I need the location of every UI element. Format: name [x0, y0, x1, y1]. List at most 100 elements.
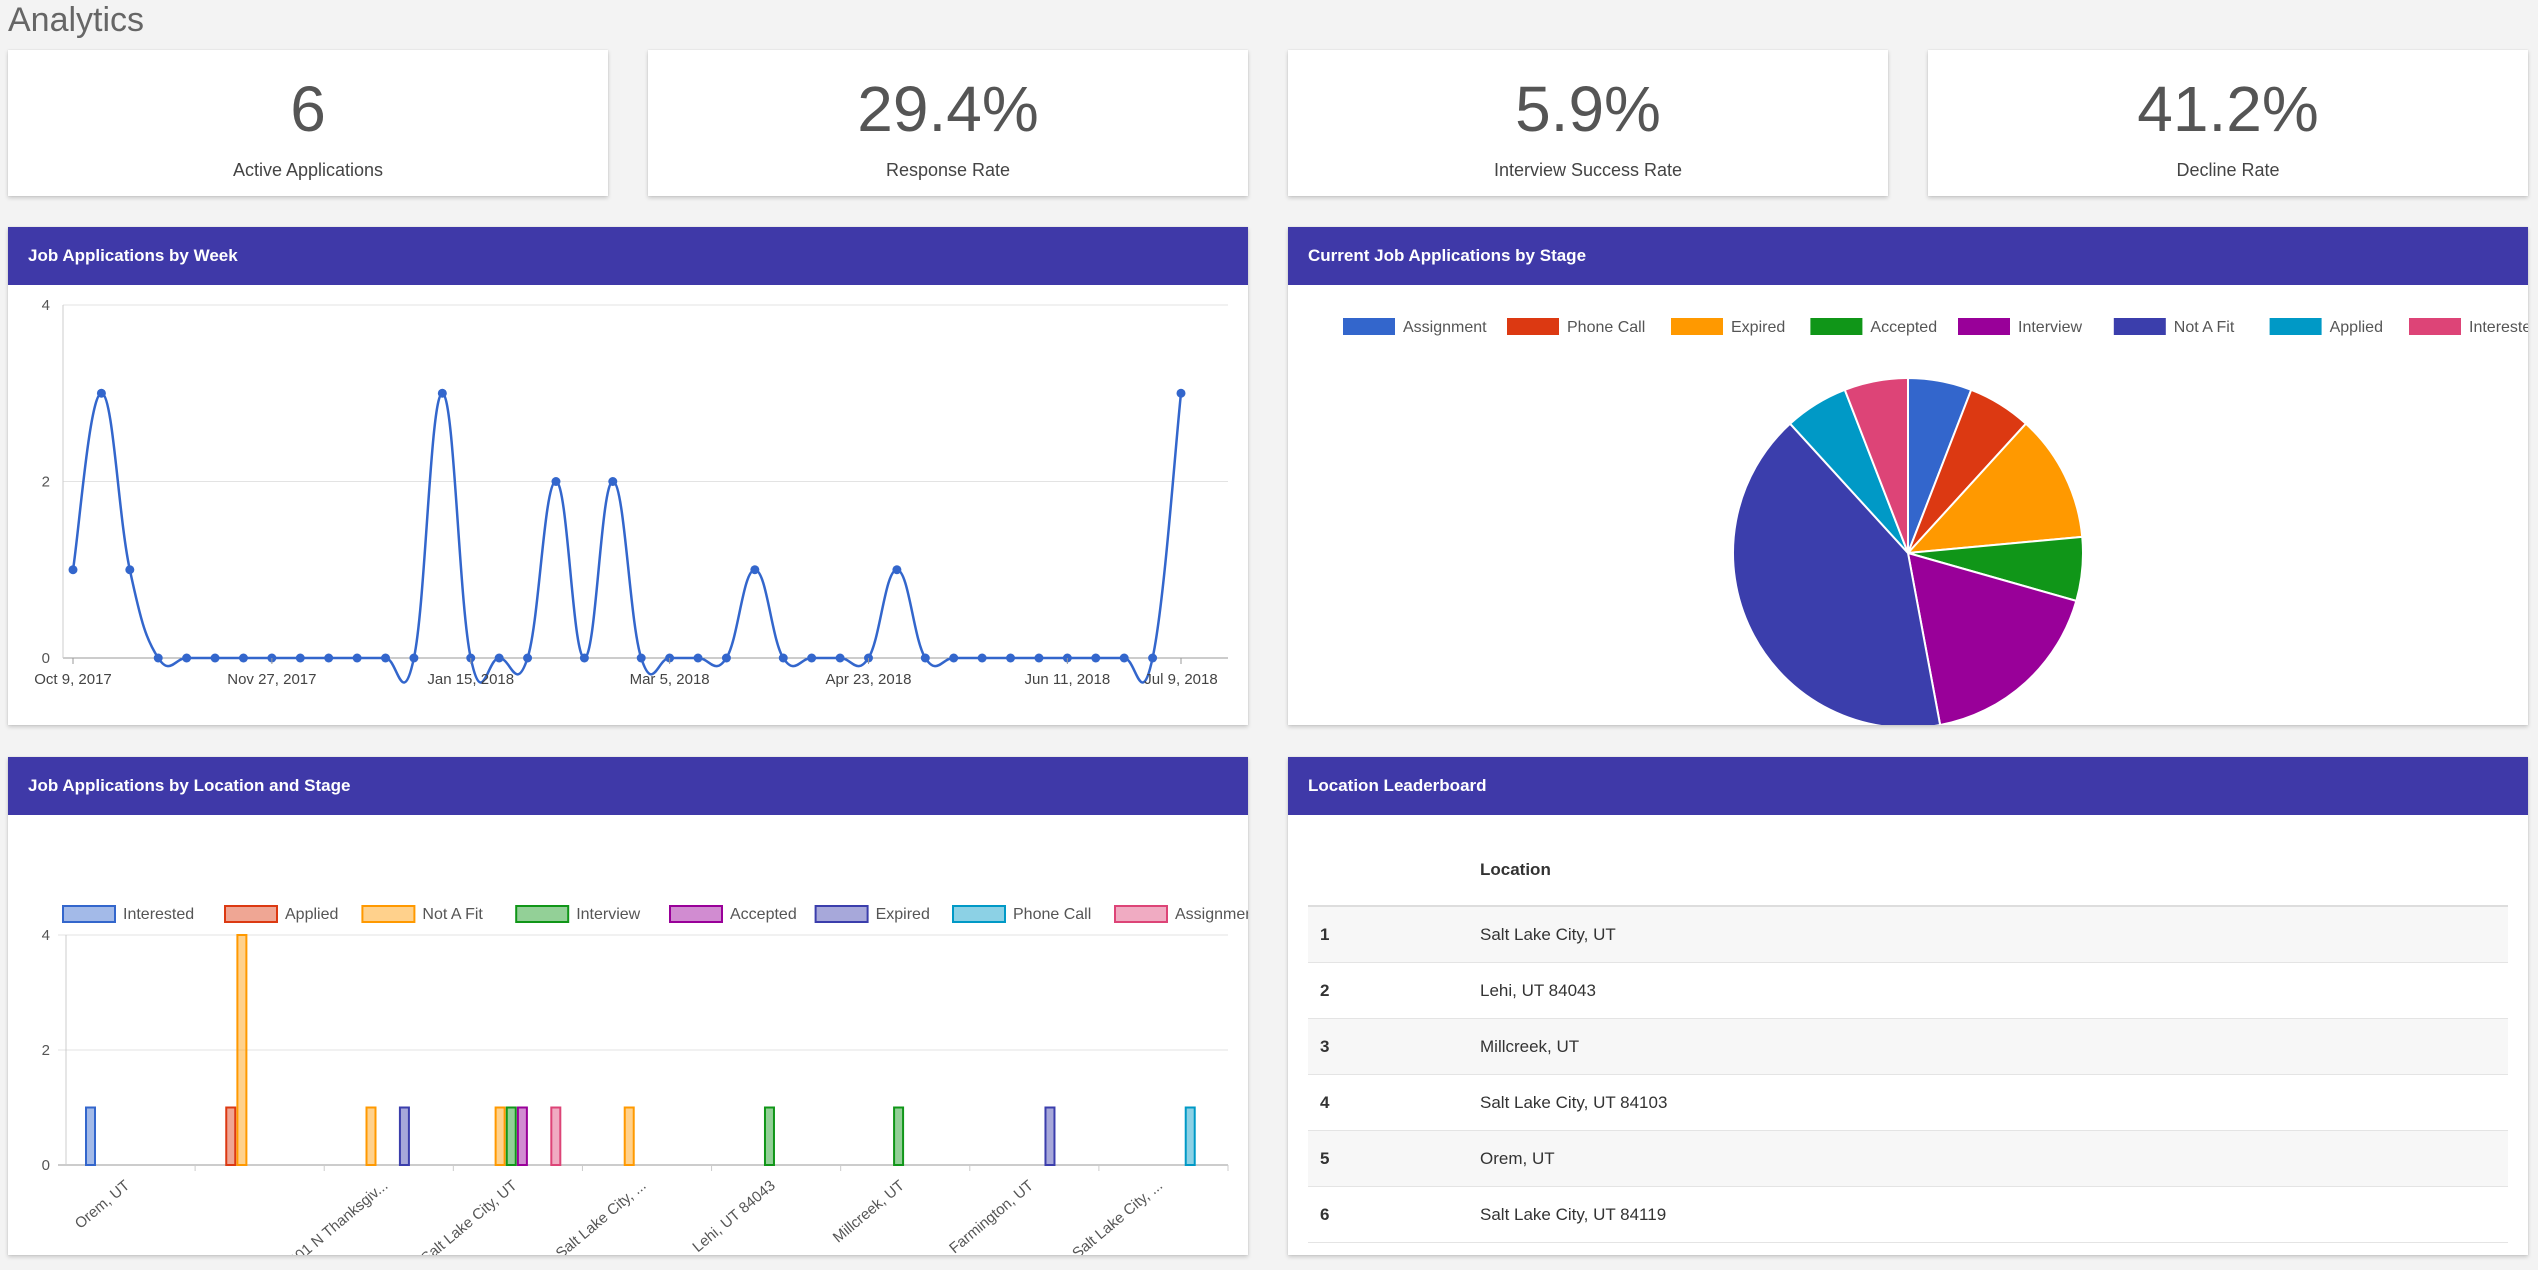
legend-label: Accepted	[1870, 319, 1937, 336]
legend-label: Applied	[2330, 319, 2383, 336]
legend-item: Interested	[2409, 318, 2538, 336]
legend-item: Expired	[1671, 318, 1785, 336]
data-point	[1034, 653, 1044, 663]
y-tick-label: 2	[42, 1042, 50, 1059]
stage-applications-card: Current Job Applications by Stage Assign…	[1288, 227, 2538, 729]
data-point	[437, 388, 447, 398]
data-point	[693, 653, 703, 663]
data-point	[579, 653, 589, 663]
legend-swatch	[515, 905, 570, 923]
data-point	[68, 565, 78, 575]
rank-cell: 1	[1308, 906, 1479, 963]
legend-swatch	[1507, 318, 1559, 335]
data-point	[125, 565, 135, 575]
data-point	[721, 653, 731, 663]
y-tick-label: 4	[42, 297, 50, 314]
data-point	[1119, 653, 1129, 663]
data-point	[608, 477, 618, 486]
legend-label: Expired	[1731, 319, 1785, 336]
legend-swatch	[1343, 318, 1395, 335]
x-tick-label: Mar 5, 2018	[630, 671, 710, 688]
data-point	[835, 653, 845, 663]
location-leaderboard-card: Location Leaderboard Location 1 Salt Lak…	[1288, 757, 2528, 1255]
bar	[85, 1106, 96, 1166]
pie-slice	[1843, 376, 1909, 554]
legend-item: Not A Fit	[361, 905, 483, 923]
kpi-card-decline-rate: 41.2% Decline Rate	[1928, 50, 2528, 196]
x-tick-label: Salt Lake City, UT	[418, 1177, 521, 1255]
pie-slice	[1905, 422, 2084, 555]
stage-pie-chart: Assignment Phone Call Expired Accepted Inter…	[1343, 318, 2538, 729]
data-point	[636, 653, 646, 663]
legend-item: Accepted	[669, 905, 797, 923]
legend-item: Phone Call	[1507, 318, 1645, 336]
legend-label: Accepted	[730, 906, 797, 923]
legend-label: Assignment	[1403, 319, 1487, 336]
kpi-label: Decline Rate	[2176, 160, 2280, 180]
data-point	[381, 653, 391, 663]
bar	[763, 1106, 775, 1166]
legend-item: Interview	[515, 905, 641, 923]
kpi-label: Interview Success Rate	[1493, 160, 1683, 180]
legend-swatch	[669, 905, 723, 923]
data-point	[523, 653, 533, 663]
rank-cell: 6	[1308, 1186, 1479, 1243]
table-row: 5 Orem, UT	[1308, 1130, 2508, 1187]
legend-swatch	[361, 905, 416, 923]
leaderboard-table: Location 1 Salt Lake City, UT 2 Lehi, UT…	[1308, 835, 2508, 1243]
bar	[236, 934, 248, 1166]
legend-item: Phone Call	[952, 905, 1091, 923]
legend-swatch	[1671, 318, 1723, 335]
legend-swatch	[1810, 318, 1863, 335]
legend-swatch	[952, 905, 1006, 923]
location-stage-bar-chart: Interested Applied Not A Fit Interview Accep…	[42, 905, 1259, 1270]
rank-cell: 5	[1308, 1130, 1479, 1187]
pie-legend: Assignment Phone Call Expired Accepted Inter…	[1343, 318, 2538, 336]
legend-swatch	[62, 905, 116, 923]
weekly-line-chart: 0 2 4 Oct 9, 2017 Nov 27, 2017 Jan 15, 2018 Ma…	[34, 297, 1228, 688]
card-body: 0 2 4 Oct 9, 2017 Nov 27, 2017 Jan 15, 2018 Ma…	[8, 285, 1248, 725]
table-row: 3 Millcreek, UT	[1308, 1018, 2508, 1075]
legend-label: Assignment	[1175, 906, 1248, 923]
bar	[365, 1106, 377, 1166]
data-point	[210, 653, 220, 663]
x-tick-label: Jan 15, 2018	[427, 671, 514, 688]
bar	[1044, 1106, 1056, 1166]
bar	[516, 1106, 528, 1166]
x-tick-label: Farmington, UT	[946, 1177, 1037, 1255]
rank-cell: 4	[1308, 1074, 1479, 1131]
x-tick-label: Apr 23, 2018	[826, 671, 912, 688]
kpi-value: 5.9%	[1515, 73, 1661, 145]
data-point	[153, 653, 163, 663]
y-tick-label: 0	[42, 1157, 50, 1174]
location-cell: Orem, UT	[1479, 1130, 2508, 1187]
data-point	[551, 477, 561, 486]
data-point	[1006, 653, 1016, 663]
y-tick-label: 2	[42, 474, 50, 491]
location-stage-card: Job Applications by Location and Stage I…	[8, 757, 1259, 1270]
card-body: Assignment Phone Call Expired Accepted Inter…	[1288, 285, 2538, 729]
kpi-value: 29.4%	[857, 73, 1039, 145]
data-point	[1176, 388, 1186, 398]
kpi-value: 41.2%	[2137, 73, 2319, 145]
bar	[225, 1106, 237, 1166]
location-cell: Salt Lake City, UT 84103	[1479, 1074, 2508, 1131]
legend-label: Phone Call	[1013, 906, 1091, 923]
legend-item: Accepted	[1810, 318, 1937, 336]
x-tick-label: Oct 9, 2017	[34, 671, 112, 688]
y-tick-label: 0	[42, 650, 50, 667]
legend-swatch	[2409, 318, 2461, 335]
kpi-label: Response Rate	[885, 160, 1011, 180]
legend-label: Interested	[2469, 319, 2528, 336]
legend-item: Applied	[2269, 318, 2383, 336]
data-point	[1091, 653, 1101, 663]
table-row: 2 Lehi, UT 84043	[1308, 962, 2508, 1019]
location-column-header: Location	[1479, 835, 2508, 907]
card-title: Current Job Applications by Stage	[1288, 227, 2528, 285]
bar	[623, 1106, 635, 1166]
data-point	[750, 565, 760, 575]
bar	[505, 1106, 517, 1166]
legend-swatch	[224, 905, 278, 923]
data-point	[1148, 653, 1158, 663]
kpi-card-response-rate: 29.4% Response Rate	[648, 50, 1248, 196]
